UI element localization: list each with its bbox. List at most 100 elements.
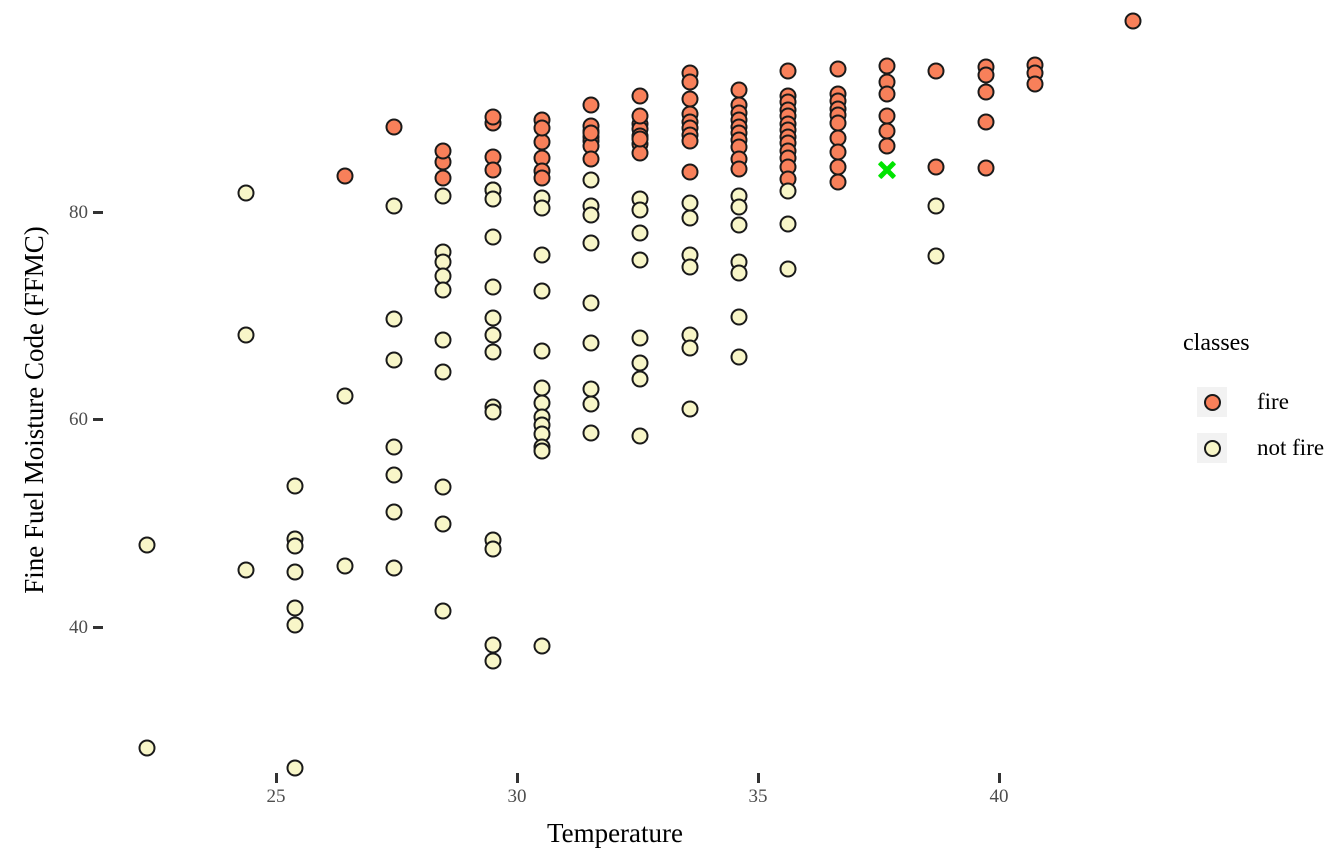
data-point-fire xyxy=(582,124,600,142)
not-fire-point-swatch xyxy=(1203,439,1221,457)
x-tick-label-40: 40 xyxy=(989,786,1009,807)
data-point-not-fire xyxy=(484,190,502,208)
data-point-not-fire xyxy=(434,281,452,299)
data-point-not-fire xyxy=(582,424,600,442)
data-point-not-fire xyxy=(681,339,699,356)
data-point-not-fire xyxy=(385,351,403,369)
x-tick-mark-35 xyxy=(757,773,760,783)
data-point-not-fire xyxy=(533,637,551,655)
data-point-fire xyxy=(336,167,354,185)
data-point-not-fire xyxy=(927,247,945,265)
legend-item-not-fire[interactable]: not fire xyxy=(1183,425,1343,471)
data-point-fire xyxy=(385,118,403,136)
x-tick-mark-30 xyxy=(516,773,519,783)
y-tick-mark-60 xyxy=(93,418,103,421)
prediction-marker xyxy=(876,159,898,181)
data-point-not-fire xyxy=(533,199,551,217)
data-point-not-fire xyxy=(681,209,699,227)
legend-label-fire: fire xyxy=(1257,389,1289,414)
data-point-not-fire xyxy=(779,260,797,278)
data-point-not-fire xyxy=(779,215,797,233)
legend-item-fire[interactable]: fire xyxy=(1183,379,1343,425)
data-point-not-fire xyxy=(286,537,304,555)
y-tick-label-80: 80 xyxy=(69,202,88,223)
data-point-fire xyxy=(631,87,649,105)
data-point-not-fire xyxy=(631,354,649,372)
data-point-not-fire xyxy=(631,201,649,219)
data-point-not-fire xyxy=(582,171,600,189)
data-point-not-fire xyxy=(385,466,403,484)
data-point-not-fire xyxy=(533,342,551,360)
data-point-not-fire xyxy=(484,540,502,558)
data-point-not-fire xyxy=(582,234,600,252)
x-tick-mark-40 xyxy=(998,773,1001,783)
data-point-not-fire xyxy=(582,334,600,352)
data-point-not-fire xyxy=(730,264,748,282)
y-tick-label-60: 60 xyxy=(69,409,88,430)
y-tick-mark-40 xyxy=(93,626,103,629)
data-point-not-fire xyxy=(434,363,452,381)
data-point-not-fire xyxy=(582,206,600,223)
data-point-not-fire xyxy=(533,246,551,264)
data-point-not-fire xyxy=(779,182,797,200)
data-point-not-fire xyxy=(730,216,748,234)
data-point-not-fire xyxy=(730,308,748,326)
data-point-not-fire xyxy=(434,187,452,205)
data-point-not-fire xyxy=(138,536,156,554)
data-point-fire xyxy=(1124,12,1142,30)
data-point-fire xyxy=(434,169,452,187)
data-point-not-fire xyxy=(336,557,354,575)
data-point-not-fire xyxy=(484,326,502,344)
legend-key-not-fire-icon xyxy=(1197,433,1227,463)
data-point-fire xyxy=(779,62,797,80)
data-point-fire xyxy=(484,108,502,126)
data-point-not-fire xyxy=(927,197,945,215)
data-point-fire xyxy=(730,160,748,178)
data-point-not-fire xyxy=(286,616,304,634)
data-point-not-fire xyxy=(138,739,156,757)
data-point-fire xyxy=(878,137,896,155)
data-point-not-fire xyxy=(582,294,600,312)
data-point-fire xyxy=(977,159,995,177)
data-point-not-fire xyxy=(385,438,403,456)
data-point-not-fire xyxy=(286,759,304,777)
data-point-not-fire xyxy=(484,278,502,296)
data-point-not-fire xyxy=(533,282,551,300)
x-tick-label-25: 25 xyxy=(266,786,286,807)
data-point-not-fire xyxy=(631,427,649,445)
legend-key-fire-icon xyxy=(1197,387,1227,417)
data-point-not-fire xyxy=(631,224,649,242)
data-point-fire xyxy=(681,163,699,181)
data-point-fire xyxy=(977,83,995,101)
data-point-not-fire xyxy=(336,387,354,405)
data-point-fire xyxy=(1026,75,1044,93)
data-point-not-fire xyxy=(237,561,255,579)
data-point-fire xyxy=(582,150,600,168)
data-point-fire xyxy=(631,107,649,125)
data-point-fire xyxy=(829,60,847,78)
data-point-not-fire xyxy=(484,636,502,654)
data-point-not-fire xyxy=(385,559,403,577)
data-point-not-fire xyxy=(631,370,649,388)
data-point-not-fire xyxy=(730,348,748,366)
data-point-not-fire xyxy=(484,652,502,670)
data-point-fire xyxy=(927,62,945,80)
data-point-not-fire xyxy=(286,477,304,495)
data-point-not-fire xyxy=(434,515,452,533)
fire-point-swatch xyxy=(1203,393,1221,411)
legend-title: classes xyxy=(1183,330,1250,356)
legend-label-not-fire: not fire xyxy=(1257,435,1325,460)
data-point-fire xyxy=(681,73,699,91)
data-point-not-fire xyxy=(434,602,452,620)
x-tick-label-35: 35 xyxy=(748,786,768,807)
data-point-not-fire xyxy=(631,251,649,269)
x-tick-mark-25 xyxy=(275,773,278,783)
data-point-not-fire xyxy=(484,228,502,246)
data-point-fire xyxy=(878,85,896,103)
data-point-not-fire xyxy=(385,503,403,521)
data-point-fire xyxy=(977,113,995,131)
data-point-not-fire xyxy=(434,478,452,496)
data-point-not-fire xyxy=(681,258,699,276)
data-point-fire xyxy=(631,130,649,148)
